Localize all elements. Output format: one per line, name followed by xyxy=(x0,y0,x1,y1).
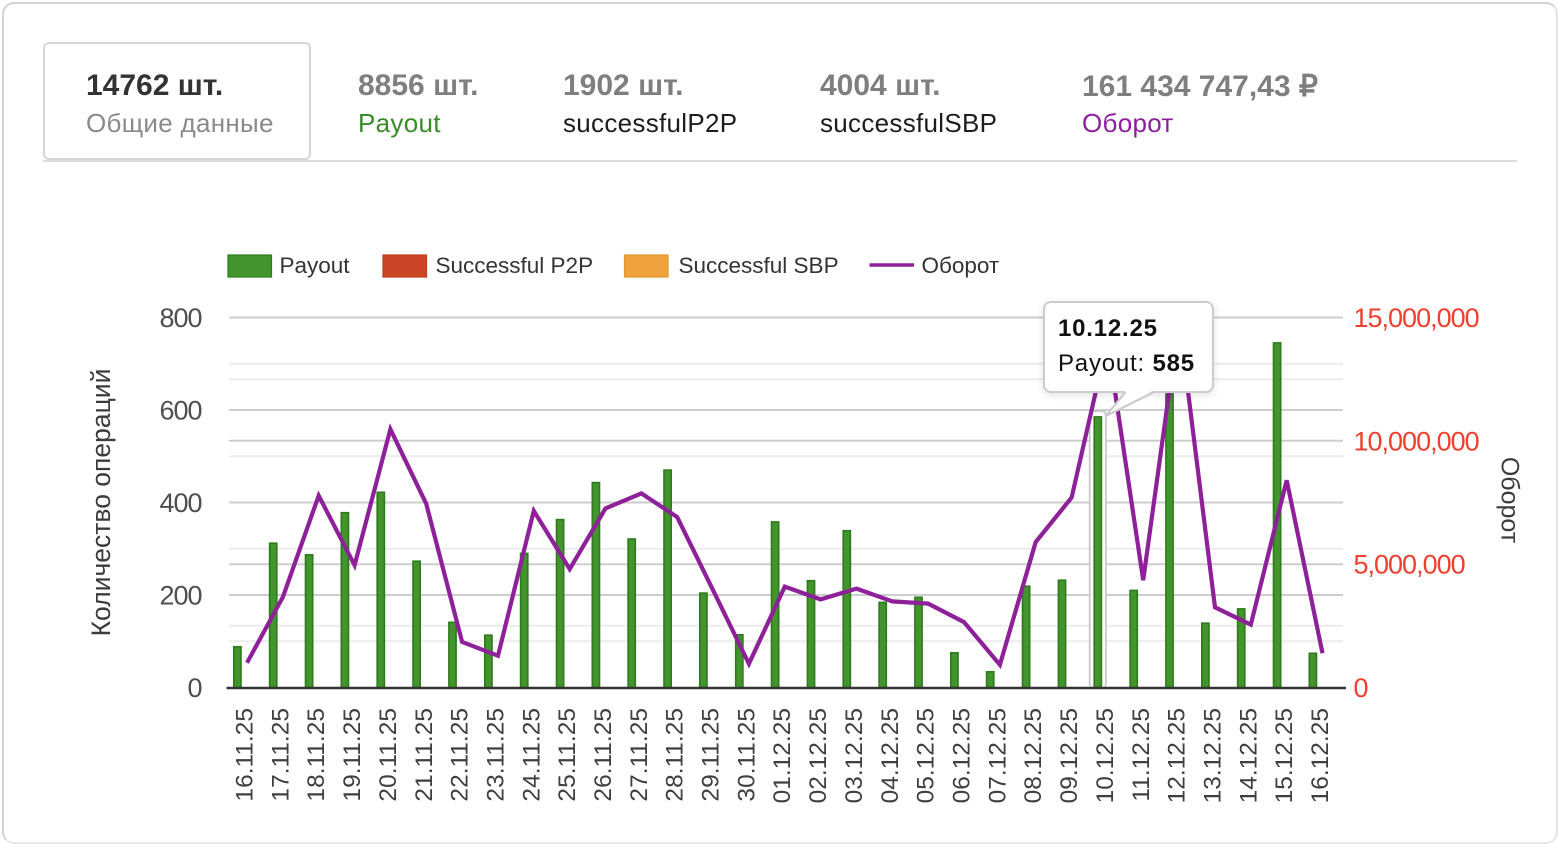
svg-text:19.11.25: 19.11.25 xyxy=(339,708,366,802)
svg-text:15.12.25: 15.12.25 xyxy=(1271,708,1298,803)
svg-text:06.12.25: 06.12.25 xyxy=(949,708,976,803)
svg-text:02.12.25: 02.12.25 xyxy=(805,708,832,803)
svg-text:15,000,000: 15,000,000 xyxy=(1354,303,1479,333)
svg-text:600: 600 xyxy=(159,396,201,426)
svg-text:27.11.25: 27.11.25 xyxy=(626,708,653,802)
svg-text:30.11.25: 30.11.25 xyxy=(733,708,760,802)
svg-text:200: 200 xyxy=(159,581,201,611)
svg-text:Оборот: Оборот xyxy=(1496,457,1524,544)
svg-text:08.12.25: 08.12.25 xyxy=(1020,708,1047,803)
svg-text:07.12.25: 07.12.25 xyxy=(984,708,1011,803)
svg-text:17.11.25: 17.11.25 xyxy=(267,708,294,802)
svg-text:28.11.25: 28.11.25 xyxy=(662,708,689,802)
svg-text:21.11.25: 21.11.25 xyxy=(411,708,438,802)
svg-text:16.12.25: 16.12.25 xyxy=(1307,708,1334,803)
svg-text:29.11.25: 29.11.25 xyxy=(698,708,725,802)
svg-text:5,000,000: 5,000,000 xyxy=(1354,550,1465,580)
svg-text:800: 800 xyxy=(159,303,201,333)
svg-text:25.11.25: 25.11.25 xyxy=(554,708,581,802)
svg-text:10,000,000: 10,000,000 xyxy=(1354,426,1479,456)
svg-text:Successful SBP: Successful SBP xyxy=(679,253,839,278)
svg-text:11.12.25: 11.12.25 xyxy=(1128,708,1155,802)
svg-text:05.12.25: 05.12.25 xyxy=(913,708,940,803)
svg-text:20.11.25: 20.11.25 xyxy=(375,708,402,802)
svg-text:22.11.25: 22.11.25 xyxy=(447,708,474,802)
svg-text:10.12.25: 10.12.25 xyxy=(1092,708,1119,803)
svg-text:04.12.25: 04.12.25 xyxy=(877,708,904,803)
svg-text:Payout: Payout xyxy=(280,253,351,278)
svg-text:400: 400 xyxy=(159,488,201,518)
svg-text:12.12.25: 12.12.25 xyxy=(1164,708,1191,803)
svg-text:Оборот: Оборот xyxy=(922,253,1000,278)
svg-text:26.11.25: 26.11.25 xyxy=(590,708,617,802)
svg-text:01.12.25: 01.12.25 xyxy=(769,708,796,803)
svg-text:14.12.25: 14.12.25 xyxy=(1235,708,1262,803)
svg-text:09.12.25: 09.12.25 xyxy=(1056,708,1083,803)
svg-text:13.12.25: 13.12.25 xyxy=(1200,708,1227,803)
svg-text:03.12.25: 03.12.25 xyxy=(841,708,868,803)
svg-text:23.11.25: 23.11.25 xyxy=(483,708,510,802)
svg-text:16.11.25: 16.11.25 xyxy=(232,708,259,802)
svg-text:18.11.25: 18.11.25 xyxy=(303,708,330,802)
svg-text:Количество операций: Количество операций xyxy=(86,369,116,637)
svg-text:0: 0 xyxy=(1354,673,1368,703)
svg-text:24.11.25: 24.11.25 xyxy=(518,708,545,802)
svg-text:0: 0 xyxy=(187,673,201,703)
svg-text:Successful P2P: Successful P2P xyxy=(436,253,594,278)
